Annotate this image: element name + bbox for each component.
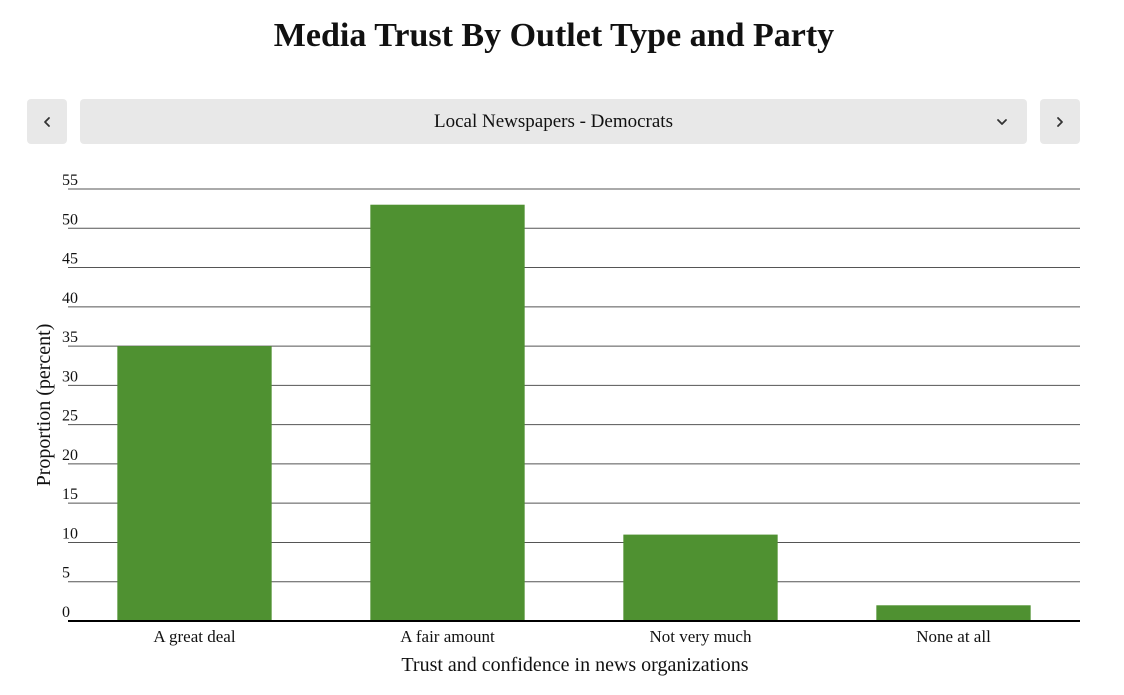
- bar: [623, 534, 778, 621]
- chart-title: Media Trust By Outlet Type and Party: [273, 17, 835, 54]
- y-tick-label: 10: [62, 525, 78, 542]
- bar: [370, 204, 525, 621]
- next-button[interactable]: [1040, 99, 1080, 144]
- y-tick-label: 25: [62, 408, 78, 425]
- y-tick-label: 55: [62, 172, 78, 189]
- bar: [117, 346, 272, 621]
- y-tick-label: 15: [62, 486, 78, 503]
- x-tick-label: A fair amount: [400, 627, 495, 646]
- x-axis-title: Trust and confidence in news organizatio…: [401, 654, 748, 676]
- y-tick-label: 40: [62, 290, 78, 307]
- chevron-down-icon: [997, 119, 1007, 125]
- bar: [876, 605, 1031, 621]
- outlet-party-dropdown[interactable]: Local Newspapers - Democrats: [80, 99, 1027, 144]
- x-tick-label: Not very much: [650, 627, 752, 646]
- x-tick-label: None at all: [916, 627, 991, 646]
- dropdown-selected-value: Local Newspapers - Democrats: [434, 111, 673, 132]
- x-tick-label: A great deal: [153, 627, 235, 646]
- y-tick-label: 5: [62, 565, 70, 582]
- y-tick-label: 0: [62, 604, 70, 621]
- previous-button[interactable]: [27, 99, 67, 144]
- y-tick-label: 35: [62, 329, 78, 346]
- y-tick-label: 50: [62, 211, 78, 228]
- chevron-right-icon: [1057, 116, 1063, 127]
- y-axis-title: Proportion (percent): [33, 324, 55, 487]
- chevron-left-icon: [44, 116, 50, 127]
- y-tick-label: 20: [62, 447, 78, 464]
- y-tick-label: 45: [62, 251, 78, 268]
- y-tick-label: 30: [62, 368, 78, 385]
